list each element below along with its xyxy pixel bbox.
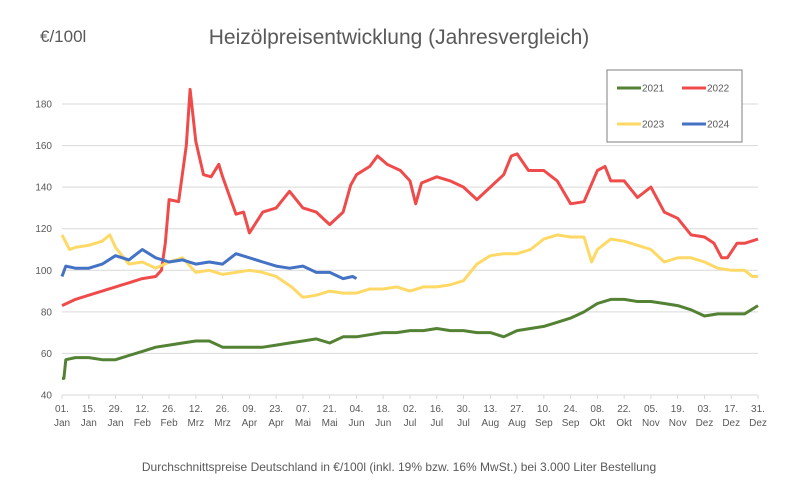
- x-tick-day: 18.: [376, 404, 390, 415]
- x-tick-month: Nov: [642, 418, 660, 429]
- x-tick-day: 30.: [457, 404, 471, 415]
- x-tick-day: 22.: [617, 404, 631, 415]
- x-tick-day: 08.: [590, 404, 604, 415]
- x-tick-day: 09.: [242, 404, 256, 415]
- y-tick-label: 40: [41, 391, 53, 402]
- x-tick-day: 03.: [698, 404, 712, 415]
- y-tick-label: 60: [41, 349, 53, 360]
- x-tick-month: Feb: [160, 418, 178, 429]
- x-tick-day: 19.: [671, 404, 685, 415]
- legend-label-2023: 2023: [642, 120, 665, 131]
- x-tick-month: Dez: [696, 418, 714, 429]
- x-tick-month: Mai: [295, 418, 311, 429]
- x-tick-month: Sep: [562, 418, 580, 429]
- x-tick-month: Nov: [669, 418, 687, 429]
- x-tick-day: 07.: [296, 404, 310, 415]
- series-lines: [60, 87, 759, 380]
- series-line-2024: [60, 248, 358, 281]
- y-tick-label: 180: [35, 100, 52, 111]
- x-tick-month: Sep: [535, 418, 553, 429]
- y-tick-label: 160: [35, 141, 52, 152]
- x-tick-day: 21.: [323, 404, 337, 415]
- x-tick-month: Okt: [590, 418, 606, 429]
- chart-footer-note: Durchschnittspreise Deutschland in €/100…: [141, 460, 657, 474]
- x-tick-month: Dez: [722, 418, 740, 429]
- x-tick-day: 12.: [135, 404, 149, 415]
- x-tick-month: Mrz: [214, 418, 231, 429]
- x-tick-month: Jul: [404, 418, 417, 429]
- x-tick-day: 10.: [537, 404, 551, 415]
- x-tick-month: Jun: [348, 418, 364, 429]
- x-tick-day: 27.: [510, 404, 524, 415]
- x-tick-day: 15.: [82, 404, 96, 415]
- x-tick-day: 02.: [403, 404, 417, 415]
- x-tick-day: 26.: [216, 404, 230, 415]
- x-tick-month: Okt: [616, 418, 632, 429]
- x-tick-month: Apr: [268, 418, 284, 429]
- x-tick-day: 31.: [751, 404, 765, 415]
- x-tick-month: Apr: [242, 418, 258, 429]
- x-tick-month: Feb: [134, 418, 152, 429]
- y-tick-label: 120: [35, 224, 52, 235]
- x-tick-day: 13.: [483, 404, 497, 415]
- x-tick-day: 23.: [269, 404, 283, 415]
- y-tick-label: 100: [35, 266, 52, 277]
- series-line-2022: [61, 87, 759, 307]
- gridlines: [62, 103, 758, 396]
- y-axis-ticks: 40 60 80 100 120 140 160 180: [35, 100, 52, 402]
- y-tick-label: 140: [35, 183, 52, 194]
- x-tick-month: Aug: [508, 418, 526, 429]
- legend-label-2021: 2021: [642, 84, 665, 95]
- series-line-2021: [62, 297, 759, 380]
- x-tick-day: 24.: [564, 404, 578, 415]
- x-tick-day: 26.: [162, 404, 176, 415]
- x-tick-day: 12.: [189, 404, 203, 415]
- x-tick-month: Jan: [107, 418, 123, 429]
- x-axis-ticks: 01. Jan 15. Jan 29. Jan 12. Feb 26. Feb 12. Mrz 26. M…: [54, 395, 767, 429]
- legend: 2021 2022 2023 2024: [606, 69, 743, 143]
- y-axis-unit-label: €/100l: [40, 27, 87, 46]
- x-tick-month: Jul: [457, 418, 470, 429]
- chart-title: Heizölpreisentwicklung (Jahresvergleich): [208, 26, 590, 49]
- series-line-2023: [60, 233, 758, 299]
- x-tick-month: Jan: [81, 418, 97, 429]
- x-tick-day: 16.: [430, 404, 444, 415]
- x-tick-day: 05.: [644, 404, 658, 415]
- legend-label-2024: 2024: [707, 120, 730, 131]
- x-tick-month: Aug: [481, 418, 499, 429]
- x-tick-day: 29.: [109, 404, 123, 415]
- x-tick-day: 17.: [724, 404, 738, 415]
- x-tick-day: 04.: [350, 404, 364, 415]
- y-tick-label: 80: [41, 307, 53, 318]
- legend-box: [606, 69, 743, 143]
- x-tick-day: 01.: [55, 404, 69, 415]
- legend-label-2022: 2022: [707, 84, 730, 95]
- x-tick-month: Jul: [430, 418, 443, 429]
- x-tick-month: Dez: [749, 418, 767, 429]
- x-tick-month: Mrz: [188, 418, 205, 429]
- x-tick-month: Jan: [54, 418, 70, 429]
- x-tick-month: Mai: [322, 418, 338, 429]
- x-tick-month: Jun: [375, 418, 391, 429]
